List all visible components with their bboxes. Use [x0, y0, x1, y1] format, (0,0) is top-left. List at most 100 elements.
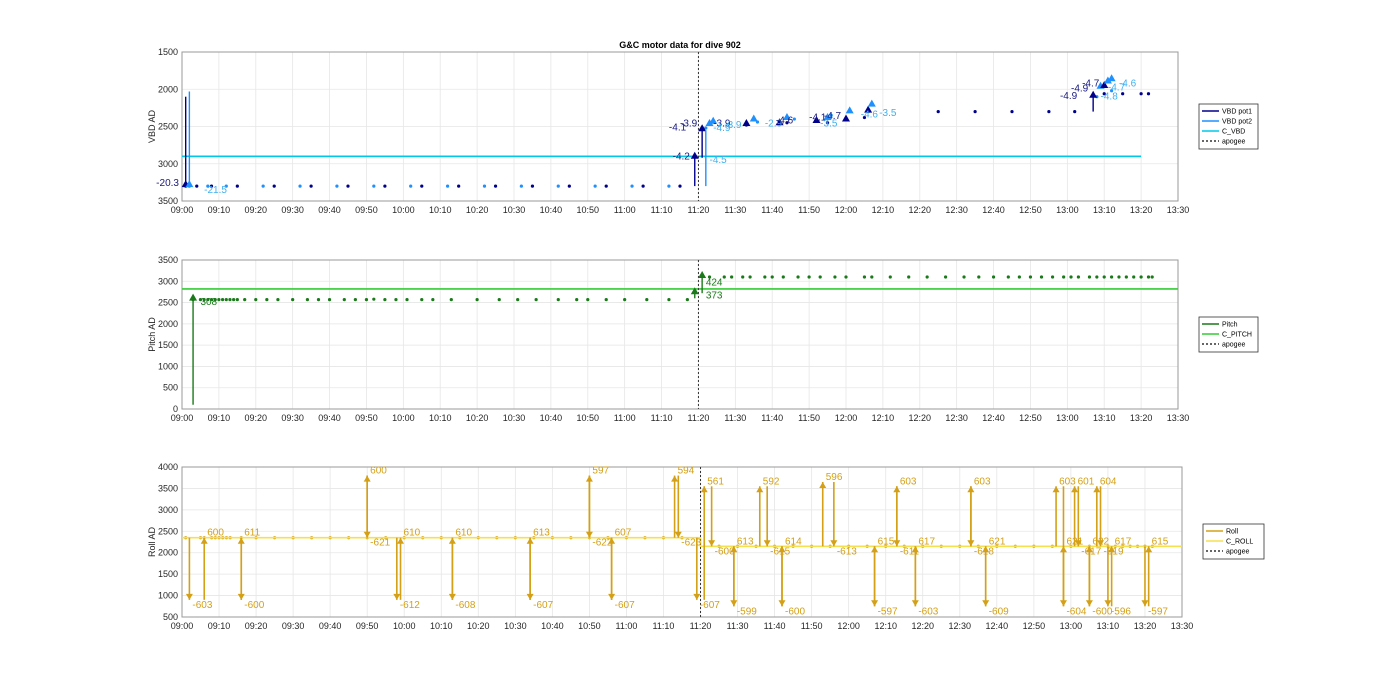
data-point [394, 297, 398, 302]
arrow-head [363, 531, 371, 538]
x-tick-label: 13:10 [1093, 413, 1116, 423]
x-tick-label: 12:20 [911, 621, 934, 631]
data-point [1110, 275, 1114, 279]
annotation-label: -3.9 [724, 120, 742, 131]
x-tick-label: 13:00 [1060, 621, 1083, 631]
data-point [944, 275, 948, 279]
data-point [792, 117, 796, 121]
x-tick-label: 11:50 [801, 621, 823, 631]
data-point [272, 184, 276, 188]
triangle-marker [775, 118, 784, 126]
data-point [1069, 275, 1073, 279]
data-point [630, 184, 634, 188]
annotation-label: -20.3 [156, 178, 179, 189]
data-point [1028, 275, 1033, 279]
move-label: -612 [400, 600, 420, 611]
legend-entry: VBD pot1 [1222, 109, 1252, 116]
data-point [1132, 275, 1136, 279]
x-tick-label: 09:50 [356, 621, 379, 631]
data-point [1146, 275, 1151, 279]
triangle-marker [1107, 74, 1116, 82]
move-label: 611 [244, 528, 260, 539]
triangle-marker [864, 105, 873, 113]
data-point [420, 184, 424, 188]
data-point [678, 184, 682, 188]
move-label: -600 [785, 606, 805, 617]
move-label: 594 [678, 466, 695, 477]
x-tick-label: 09:20 [245, 413, 268, 423]
arrow-head [982, 546, 990, 553]
x-tick-label: 09:40 [319, 621, 342, 631]
move-label: -623 [681, 538, 701, 549]
move-label: 607 [615, 528, 632, 539]
data-point [228, 297, 232, 302]
data-point [372, 184, 376, 188]
arrow-head [730, 546, 738, 553]
arrow-head [700, 486, 708, 493]
triangle-marker [1103, 76, 1112, 84]
arrow-head [674, 531, 682, 538]
x-tick-label: 11:50 [798, 413, 820, 423]
annotation-label: -3.5 [820, 119, 838, 130]
annotation-label: -2.9 [765, 119, 783, 130]
x-tick-label: 09:00 [171, 621, 194, 631]
y-tick-label: 3500 [158, 196, 178, 206]
data-point [195, 184, 199, 188]
x-tick-label: 10:00 [393, 621, 416, 631]
data-point [232, 297, 236, 302]
data-point [327, 297, 332, 302]
move-label: -621 [370, 538, 390, 549]
x-tick-label: 12:40 [982, 205, 1005, 215]
move-label: 613 [737, 536, 754, 547]
y-tick-label: 3000 [158, 159, 178, 169]
triangle-marker [1100, 81, 1109, 89]
data-point [623, 297, 627, 302]
x-tick-label: 11:40 [761, 413, 783, 423]
data-point [862, 275, 867, 279]
arrow-head [237, 537, 245, 544]
legend-entry: C_ROLL [1226, 539, 1253, 546]
move-label: 617 [1115, 536, 1132, 547]
move-label: 601 [1078, 476, 1095, 487]
move-label: -603 [192, 600, 212, 611]
data-point [1150, 275, 1154, 279]
arrow-head [1145, 546, 1153, 553]
arrow-head [911, 546, 919, 553]
y-tick-label: 1500 [158, 569, 178, 579]
data-point [593, 184, 597, 188]
y-tick-label: 3500 [158, 483, 178, 493]
annotation-label: 424 [706, 278, 723, 289]
y-tick-label: 2000 [158, 319, 178, 329]
x-tick-label: 09:10 [208, 621, 231, 631]
move-label: -597 [1148, 606, 1168, 617]
x-tick-label: 11:50 [798, 205, 820, 215]
x-tick-label: 11:00 [614, 205, 636, 215]
x-tick-label: 10:30 [503, 413, 526, 423]
x-tick-label: 10:20 [466, 205, 489, 215]
data-point [213, 297, 217, 302]
x-tick-label: 12:10 [872, 413, 895, 423]
x-tick-label: 12:00 [837, 621, 860, 631]
move-label: 613 [533, 528, 550, 539]
x-tick-label: 09:30 [281, 205, 304, 215]
x-tick-label: 12:10 [872, 205, 895, 215]
data-point [497, 297, 501, 302]
data-point [475, 297, 479, 302]
arrow-head [1052, 486, 1060, 493]
legend-entry: VBD pot2 [1222, 119, 1252, 126]
move-label: 615 [878, 536, 895, 547]
x-tick-label: 11:10 [651, 205, 673, 215]
data-point [829, 113, 833, 117]
x-tick-label: 10:20 [467, 621, 490, 631]
x-tick-label: 12:40 [986, 621, 1009, 631]
move-label: 610 [455, 528, 472, 539]
annotation-label: -4.7 [1108, 83, 1126, 94]
data-point [276, 297, 280, 302]
annotation-label: -4.7 [1082, 78, 1100, 89]
move-label: 604 [1100, 476, 1117, 487]
data-point [206, 184, 210, 188]
y-axis-label: VBD AD [147, 109, 157, 143]
data-point [519, 184, 523, 188]
x-tick-label: 11:40 [761, 205, 783, 215]
